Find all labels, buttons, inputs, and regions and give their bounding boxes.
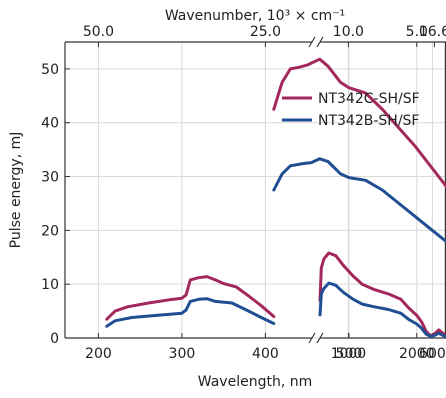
- legend: NT342C-SH/SF NT342B-SH/SF: [282, 91, 420, 129]
- y-tick-label: 50: [41, 62, 59, 78]
- y-tick-label: 40: [41, 116, 59, 132]
- x-tick-label: 600: [419, 346, 446, 362]
- series-line-nt342b: [318, 281, 446, 338]
- top-x-tick-label: 5.0: [406, 24, 428, 40]
- x-tick-label: 300: [169, 346, 196, 362]
- y-axis-title: Pulse energy, mJ: [8, 132, 24, 249]
- y-tick-label: 10: [41, 277, 59, 293]
- y-tick-label: 20: [41, 223, 59, 239]
- top-x-tick-label: 50.0: [83, 24, 114, 40]
- axis-break-mark-bottom: [316, 332, 324, 344]
- series-line-nt342c: [272, 57, 446, 189]
- series-line-nt342c: [105, 275, 276, 321]
- top-x-tick-label: 16.6: [419, 24, 446, 40]
- legend-label: NT342B-SH/SF: [318, 113, 419, 129]
- x-axis-title: Wavelength, nm: [198, 374, 312, 390]
- x-tick-label: 1000: [331, 346, 367, 362]
- top-x-tick-label: 25.0: [250, 24, 281, 40]
- top-x-axis-title: Wavenumber, 10³ × cm⁻¹: [165, 8, 345, 24]
- x-tick-label: 400: [252, 346, 279, 362]
- legend-label: NT342C-SH/SF: [318, 91, 420, 107]
- axis-break-mark-top: [308, 36, 316, 48]
- top-x-tick-label: 10.0: [333, 24, 364, 40]
- x-tick-label: 2000: [399, 346, 435, 362]
- series-line-nt342b: [272, 157, 446, 244]
- axis-break-mark-bottom: [308, 332, 316, 344]
- axis-break-mark-top: [316, 36, 324, 48]
- y-tick-label: 30: [41, 170, 59, 186]
- y-tick-label: 0: [50, 331, 59, 347]
- x-tick-label: 200: [85, 346, 112, 362]
- series-line-nt342b: [105, 297, 276, 328]
- x-tick-label: 500: [336, 346, 363, 362]
